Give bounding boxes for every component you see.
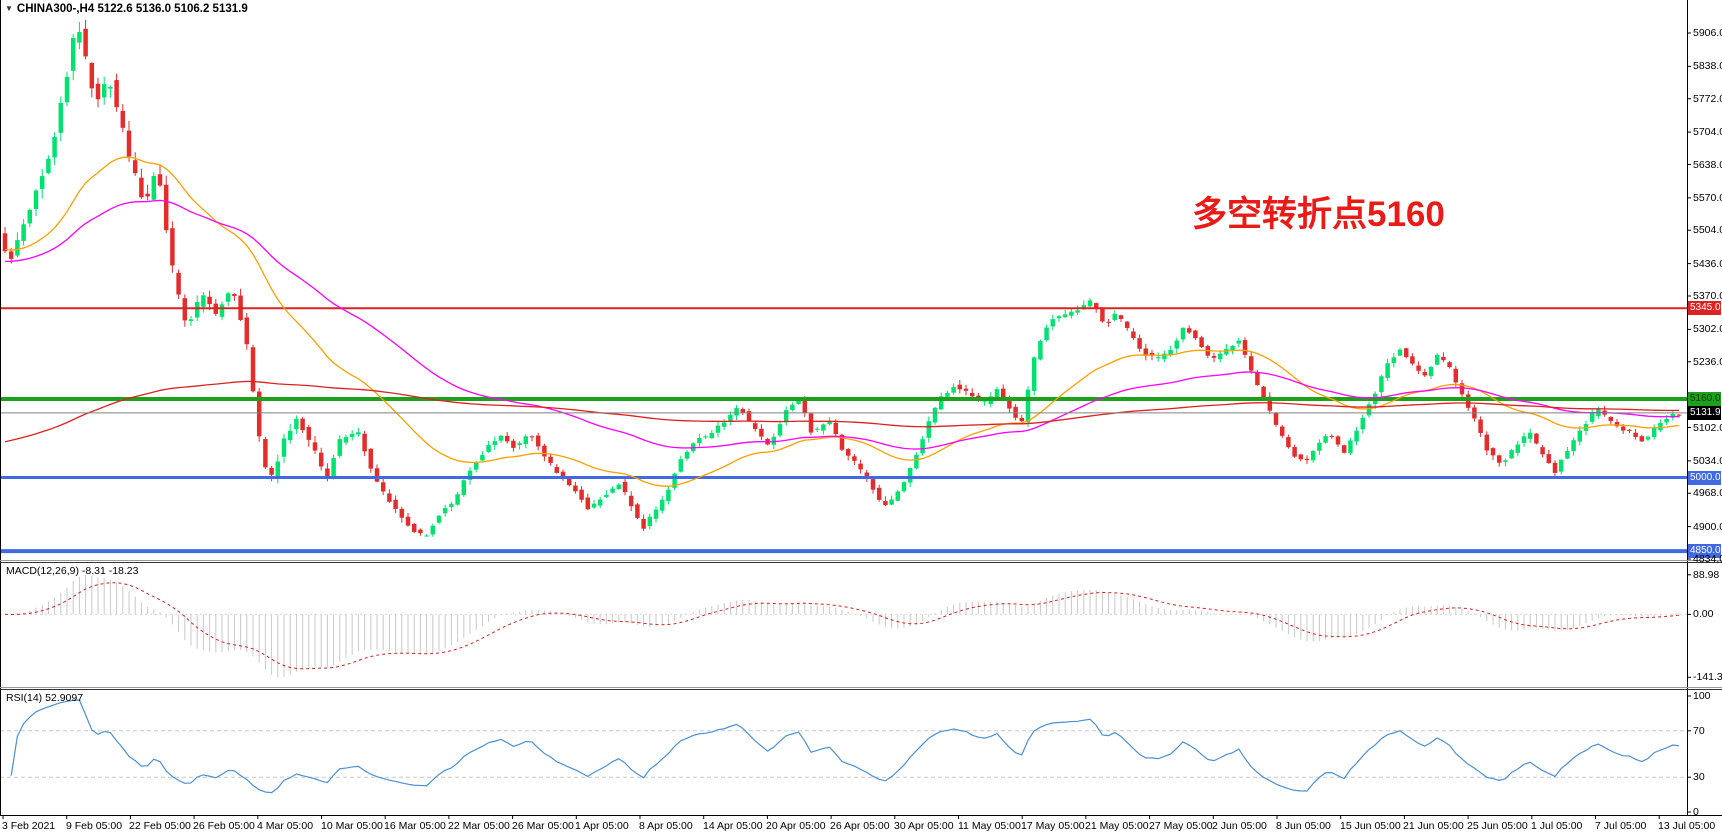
price-axis-label: 5236.0	[1693, 356, 1722, 368]
price-axis-label: 5838.0	[1693, 60, 1722, 72]
chevron-down-icon[interactable]: ▼	[5, 4, 13, 13]
time-axis-label: 13 Jul 05:00	[1658, 820, 1716, 832]
panel-borders	[0, 0, 1722, 816]
price-level-badge: 5160.0	[1688, 392, 1721, 406]
rsi-indicator-label: RSI(14) 52.9097	[6, 692, 84, 704]
price-axis-label: 5704.0	[1693, 126, 1722, 138]
macd-histogram	[10, 574, 1680, 678]
rsi-axis-label: 30	[1693, 771, 1705, 783]
price-level-badge: 5000.0	[1688, 471, 1721, 485]
time-axis-label: 9 Feb 05:00	[66, 820, 123, 832]
time-axis-label: 20 Apr 05:00	[766, 820, 826, 832]
annotation-text: 多空转折点5160	[1192, 195, 1445, 234]
rsi-axis-label: 0	[1693, 806, 1699, 818]
time-axis-label: 21 Jun 05:00	[1403, 820, 1464, 832]
time-axis-label: 7 Jul 05:00	[1595, 820, 1647, 832]
time-axis-label: 8 Jun 05:00	[1276, 820, 1331, 832]
time-axis-label: 1 Jul 05:00	[1531, 820, 1583, 832]
macd-axis-label: -141.39	[1693, 671, 1722, 683]
rsi-line	[10, 699, 1680, 794]
macd-signal-line	[4, 582, 1680, 670]
level-lines	[0, 307, 1687, 554]
time-axis-label: 10 Mar 05:00	[321, 820, 383, 832]
time-axis-label: 26 Feb 05:00	[193, 820, 255, 832]
time-axis-label: 22 Mar 05:00	[448, 820, 510, 832]
time-axis-label: 15 Jun 05:00	[1340, 820, 1401, 832]
ma-mid-magenta	[4, 199, 1680, 450]
candlesticks	[2, 19, 1682, 537]
price-axis-label: 4834.0	[1693, 553, 1722, 565]
price-axis-label: 5436.0	[1693, 258, 1722, 270]
time-axis-label: 14 Apr 05:00	[703, 820, 763, 832]
time-axis-label: 26 Apr 05:00	[830, 820, 890, 832]
time-axis-label: 17 May 05:00	[1021, 820, 1085, 832]
price-axis-label: 5772.0	[1693, 93, 1722, 105]
time-axis-label: 8 Apr 05:00	[639, 820, 693, 832]
time-axis-label: 16 Mar 05:00	[384, 820, 446, 832]
time-axis-label: 4 Mar 05:00	[257, 820, 314, 832]
time-axis-label: 26 Mar 05:00	[512, 820, 574, 832]
time-axis-label: 22 Feb 05:00	[129, 820, 191, 832]
time-axis-label: 21 May 05:00	[1085, 820, 1149, 832]
price-axis-label: 5638.0	[1693, 159, 1722, 171]
rsi-axis-label: 70	[1693, 725, 1705, 737]
macd-axis-label: 0.00	[1693, 608, 1714, 620]
ma-fast-orange	[4, 156, 1680, 487]
axis-ticks	[2, 32, 1691, 819]
price-axis-label: 4900.0	[1693, 521, 1722, 533]
price-axis-label: 5302.0	[1693, 323, 1722, 335]
time-axis-label: 3 Feb 2021	[2, 820, 56, 832]
time-axis-label: 25 Jun 05:00	[1467, 820, 1528, 832]
time-axis-label: 30 Apr 05:00	[894, 820, 954, 832]
price-axis-label: 5570.0	[1693, 192, 1722, 204]
ma-slow-red	[4, 380, 1680, 443]
price-level-badge: 5345.0	[1688, 301, 1721, 315]
price-axis-label: 5504.0	[1693, 224, 1722, 236]
macd-indicator-label: MACD(12,26,9) -8.31 -18.23	[6, 565, 139, 577]
chart-title: ▼ CHINA300-,H4 5122.6 5136.0 5106.2 5131.…	[5, 3, 248, 15]
price-level-badge: 4850.0	[1688, 544, 1721, 558]
symbol-ohlc-text: CHINA300-,H4 5122.6 5136.0 5106.2 5131.9	[16, 3, 248, 15]
price-axis-label: 5370.0	[1693, 290, 1722, 302]
time-axis-label: 11 May 05:00	[958, 820, 1021, 832]
time-axis-label: 1 Apr 05:00	[575, 820, 629, 832]
price-axis-label: 5102.0	[1693, 422, 1722, 434]
macd-axis-label: 88.98	[1693, 569, 1720, 581]
price-axis-label: 4968.0	[1693, 487, 1722, 499]
price-axis-label: 5034.0	[1693, 455, 1722, 467]
price-axis-label: 5906.0	[1693, 27, 1722, 39]
current-price-badge: 5131.9	[1688, 406, 1721, 420]
time-axis-label: 27 May 05:00	[1149, 820, 1213, 832]
time-axis-label: 2 Jun 05:00	[1212, 820, 1267, 832]
rsi-axis-label: 100	[1693, 690, 1711, 702]
